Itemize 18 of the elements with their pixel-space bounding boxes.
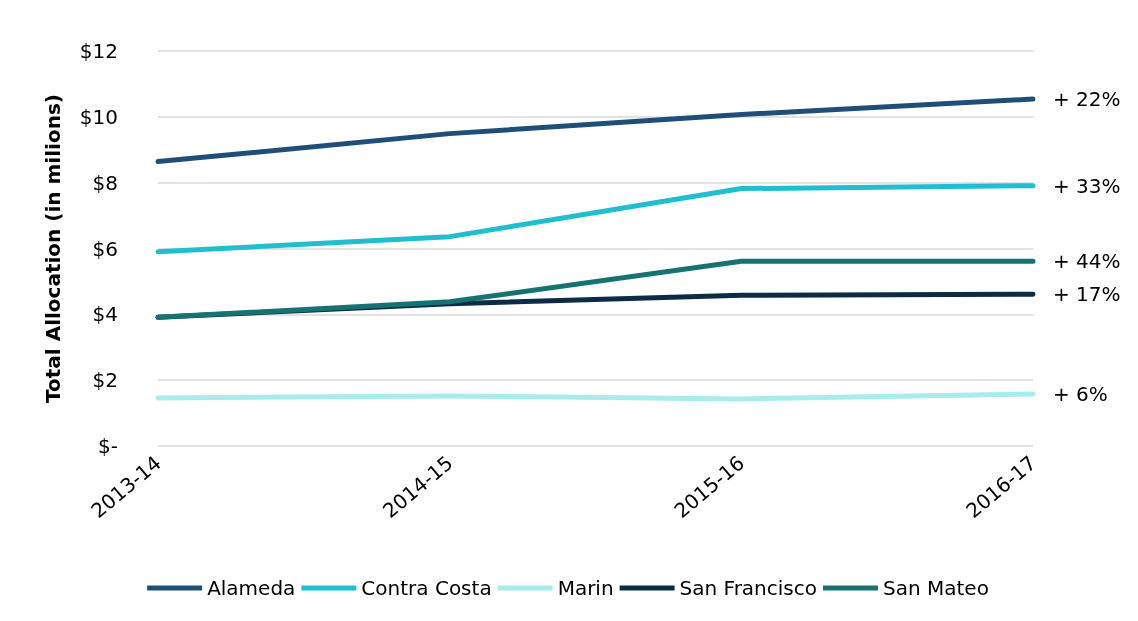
y-tick-label: $- — [98, 434, 118, 458]
annotation: + 6% — [1053, 381, 1108, 406]
annotation: + 22% — [1053, 87, 1121, 112]
legend-label: Alameda — [207, 576, 296, 600]
y-tick-label: $10 — [79, 104, 118, 129]
annotation: + 44% — [1053, 249, 1121, 274]
y-tick-label: $12 — [79, 39, 118, 63]
legend-label: San Francisco — [679, 576, 818, 600]
annotation: + 33% — [1053, 173, 1121, 198]
annotation: + 17% — [1053, 282, 1121, 307]
y-axis-title: Total Allocation (in milions) — [41, 94, 65, 403]
legend-label: Contra Costa — [361, 576, 492, 600]
y-tick-label: $8 — [92, 170, 118, 195]
y-tick-label: $6 — [92, 236, 118, 261]
legend-label: Marin — [557, 576, 614, 600]
y-tick-label: $4 — [92, 302, 118, 327]
y-tick-label: $2 — [92, 368, 118, 393]
legend-label: San Mateo — [882, 576, 989, 600]
